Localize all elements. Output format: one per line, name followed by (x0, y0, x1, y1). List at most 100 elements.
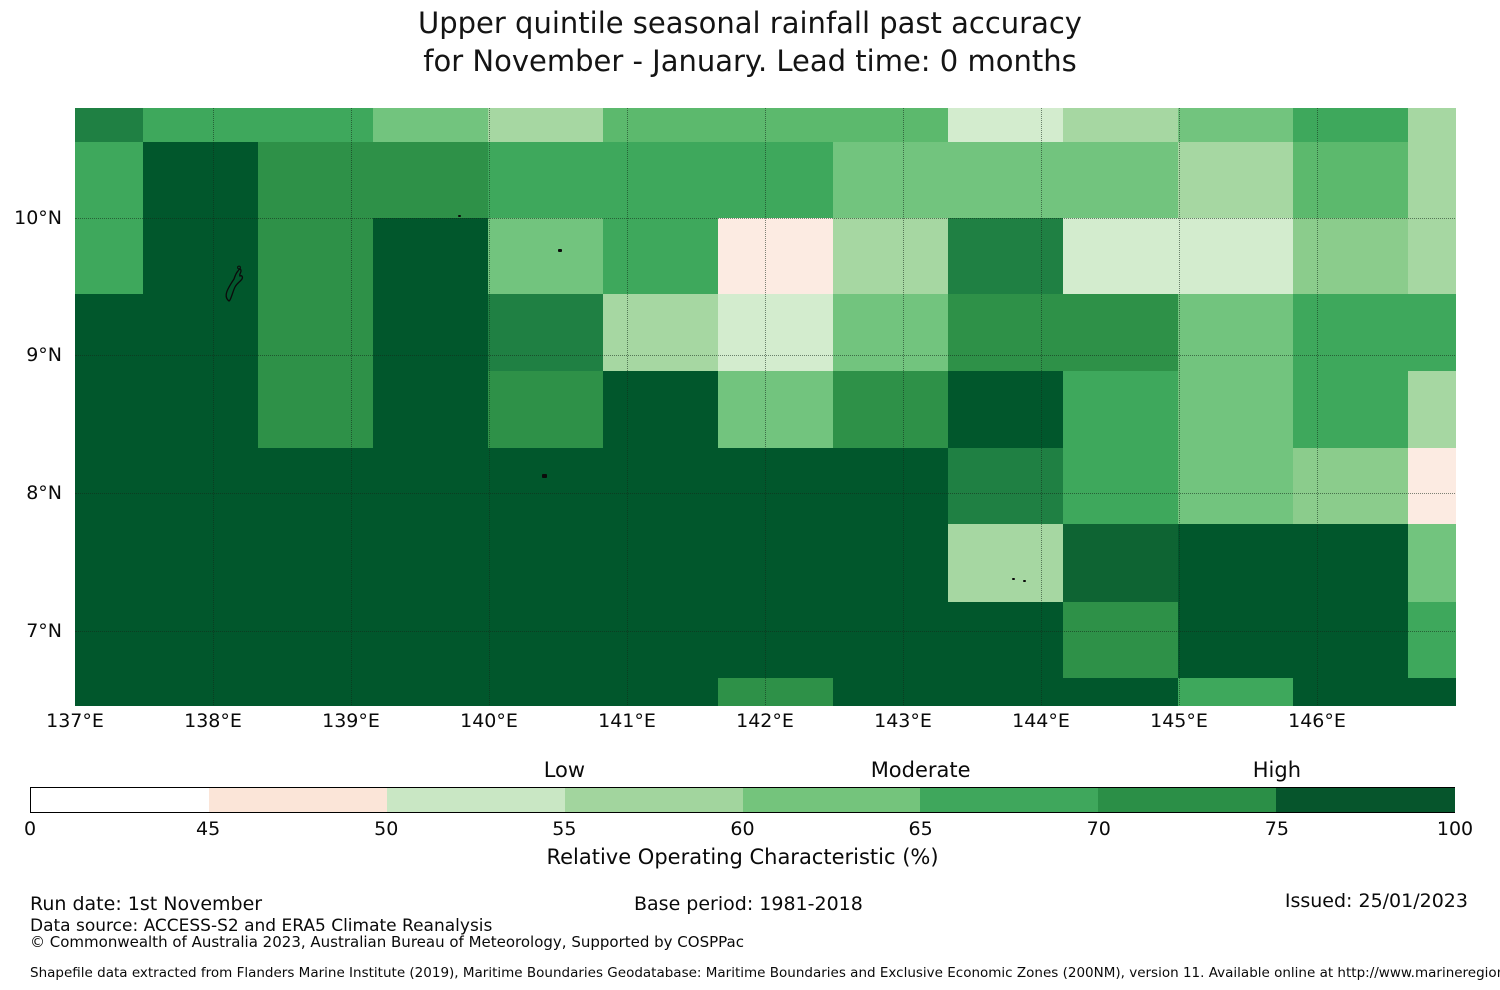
heatmap-cell (947, 447, 1064, 525)
heatmap-cell (1062, 370, 1179, 449)
heatmap-cell (143, 108, 259, 143)
island-dot (542, 474, 547, 478)
heatmap-cell (1062, 108, 1179, 143)
island-outline-yap (219, 265, 245, 307)
heatmap-cell (1177, 217, 1294, 295)
data-source-text: Data source: ACCESS-S2 and ERA5 Climate … (30, 916, 493, 936)
y-tick-label: 8°N (26, 482, 62, 505)
colorbar-tick-label: 0 (23, 818, 37, 840)
run-date-text: Run date: 1st November (30, 893, 263, 915)
gridline-vertical (903, 108, 904, 705)
x-tick-label: 137°E (46, 710, 104, 732)
gridline-vertical (1041, 108, 1042, 705)
heatmap-cell (1292, 447, 1409, 525)
x-tick-label: 139°E (322, 710, 380, 732)
heatmap-cell (832, 141, 949, 219)
heatmap-cell (372, 370, 489, 449)
heatmap-plot-area (75, 108, 1456, 706)
heatmap-cell (257, 447, 374, 525)
colorbar-tick-label: 100 (1436, 818, 1474, 840)
heatmap-cell (1177, 294, 1294, 372)
heatmap-cell (832, 217, 949, 295)
colorbar-segment (1098, 788, 1277, 812)
heatmap-cell (602, 370, 719, 449)
heatmap-cell (75, 370, 144, 449)
heatmap-cell (602, 108, 719, 143)
chart-title-line1: Upper quintile seasonal rainfall past ac… (418, 6, 1082, 40)
heatmap-cell (602, 294, 719, 372)
heatmap-cell (487, 141, 604, 219)
heatmap-cell (257, 217, 374, 295)
heatmap-cell (1062, 678, 1179, 706)
heatmap-cell (1177, 447, 1294, 525)
heatmap-cell (717, 447, 834, 525)
heatmap-cell (257, 524, 374, 603)
colorbar-tick-label: 45 (196, 818, 221, 840)
heatmap-cell (717, 108, 834, 143)
heatmap-cell (143, 141, 259, 219)
heatmap-cell (372, 141, 489, 219)
heatmap-cell (1177, 524, 1294, 603)
heatmap-cell (487, 447, 604, 525)
heatmap-cell (717, 294, 834, 372)
colorbar-tick-label: 75 (1264, 818, 1289, 840)
heatmap-cell (143, 370, 259, 449)
heatmap-cell (143, 524, 259, 603)
heatmap-cell (832, 108, 949, 143)
chart-title-line2: for November - January. Lead time: 0 mon… (423, 44, 1077, 78)
shapefile-note-text: Shapefile data extracted from Flanders M… (30, 965, 1500, 981)
heatmap-cell (1292, 524, 1409, 603)
heatmap-cell (1292, 678, 1409, 706)
heatmap-cell (372, 524, 489, 603)
heatmap-cell (832, 447, 949, 525)
y-tick-label: 10°N (14, 206, 62, 229)
heatmap-cell (75, 601, 144, 679)
heatmap-cell (832, 524, 949, 603)
y-tick-label: 7°N (26, 620, 62, 643)
colorbar-tick-label: 60 (730, 818, 755, 840)
issued-text: Issued: 25/01/2023 (1284, 890, 1468, 912)
heatmap-cell (602, 217, 719, 295)
heatmap-cell (143, 294, 259, 372)
heatmap-cell (947, 601, 1064, 679)
y-tick-label: 9°N (26, 344, 62, 367)
colorbar-tick-label: 50 (374, 818, 399, 840)
heatmap-cell (1292, 370, 1409, 449)
heatmap-cell (1177, 370, 1294, 449)
heatmap-cell (1407, 524, 1456, 603)
gridline-vertical (1179, 108, 1180, 705)
gridline-vertical (213, 108, 214, 705)
heatmap-cell (1292, 108, 1409, 143)
heatmap-cell (487, 217, 604, 295)
heatmap-cell (487, 370, 604, 449)
heatmap-cell (947, 678, 1064, 706)
gridline-horizontal (75, 217, 1455, 219)
heatmap-cell (1062, 217, 1179, 295)
colorbar-segment (386, 788, 566, 812)
base-period-text: Base period: 1981-2018 (634, 893, 863, 915)
heatmap-cell (1407, 447, 1456, 525)
colorbar-segment (564, 788, 743, 812)
heatmap-cell (947, 217, 1064, 295)
heatmap-cell (1407, 678, 1456, 706)
colorbar-segment (31, 788, 210, 812)
heatmap-cell (487, 601, 604, 679)
island-dot (558, 249, 562, 252)
heatmap-cell (1407, 108, 1456, 143)
heatmap-cell (832, 601, 949, 679)
gridline-vertical (351, 108, 352, 705)
x-tick-label: 140°E (460, 710, 518, 732)
heatmap-cell (1177, 141, 1294, 219)
heatmap-cell (257, 294, 374, 372)
copyright-text: © Commonwealth of Australia 2023, Austra… (30, 933, 744, 951)
heatmap-cell (257, 108, 374, 143)
heatmap-cell (487, 678, 604, 706)
heatmap-cell (75, 108, 144, 143)
x-tick-label: 145°E (1150, 710, 1208, 732)
heatmap-cell (372, 678, 489, 706)
heatmap-cell (75, 141, 144, 219)
heatmap-cell (143, 601, 259, 679)
heatmap-cell (1292, 217, 1409, 295)
heatmap-cell (257, 601, 374, 679)
